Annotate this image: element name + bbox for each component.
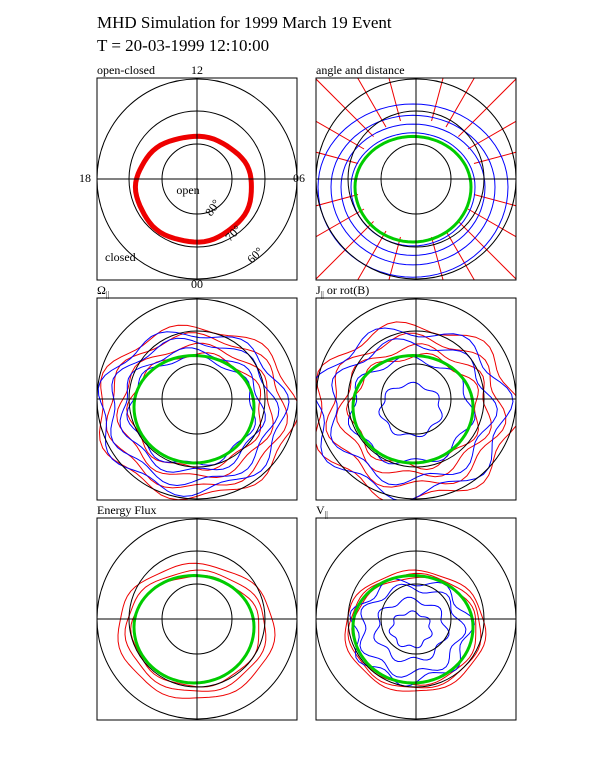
panel-label: V|| xyxy=(316,503,328,519)
contour xyxy=(117,562,276,699)
contour xyxy=(359,583,467,678)
polar-plot xyxy=(97,78,297,280)
latitude-label: 60° xyxy=(244,244,266,266)
label-main: V xyxy=(316,503,325,517)
contour xyxy=(316,327,514,500)
label-sub: || xyxy=(325,510,328,519)
mlt-label: 18 xyxy=(79,171,91,185)
boundary xyxy=(351,353,475,465)
contour xyxy=(110,337,280,487)
contour xyxy=(119,347,266,473)
radial-line xyxy=(316,194,359,207)
contour xyxy=(98,324,297,500)
label-main: Ω xyxy=(97,283,106,297)
polar-plot xyxy=(316,78,516,280)
panel-label: Energy Flux xyxy=(97,503,156,517)
contour xyxy=(325,332,507,488)
radial-line xyxy=(357,230,387,280)
panel-label: open-closed xyxy=(97,63,155,77)
contour xyxy=(388,610,433,649)
label-sub: || xyxy=(106,290,109,299)
open-closed-boundary xyxy=(132,133,254,245)
radial-line xyxy=(431,78,444,122)
radial-line xyxy=(473,194,516,207)
radial-line xyxy=(467,120,516,150)
radial-line xyxy=(316,120,365,150)
latitude-label: 80° xyxy=(202,197,223,219)
panel-label: Ω|| xyxy=(97,283,109,299)
boundary xyxy=(132,573,256,685)
panel-frame xyxy=(315,517,517,721)
timestamp: T = 20-03-1999 12:10:00 xyxy=(97,36,269,55)
radial-line xyxy=(357,78,387,128)
region-label: closed xyxy=(105,250,136,264)
distance-contour xyxy=(340,123,486,256)
label-rest: or rot(B) xyxy=(324,283,369,297)
radial-line xyxy=(316,221,374,280)
panel-frame xyxy=(96,297,298,501)
radial-line xyxy=(473,151,516,164)
polar-plot xyxy=(316,298,516,500)
radial-line xyxy=(431,236,444,280)
polar-plot xyxy=(316,518,516,720)
radial-line xyxy=(316,78,374,137)
distance-contour xyxy=(350,132,476,247)
radial-line xyxy=(316,151,359,164)
contour xyxy=(105,332,288,489)
radial-line xyxy=(458,221,516,280)
polar-plot xyxy=(97,298,297,500)
plots xyxy=(96,77,517,721)
mlt-label: 06 xyxy=(293,171,305,185)
distance-contour xyxy=(330,114,496,266)
contour xyxy=(348,355,476,465)
panel-frame xyxy=(96,77,298,281)
label-main: J xyxy=(316,283,321,297)
boundary xyxy=(353,134,473,244)
radial-line xyxy=(445,230,475,280)
title: MHD Simulation for 1999 March 19 Event xyxy=(97,13,392,32)
contour xyxy=(373,596,450,663)
polar-plot xyxy=(97,518,297,720)
contour xyxy=(124,569,267,692)
radial-line xyxy=(316,208,365,238)
contour xyxy=(344,569,487,692)
panel-label: angle and distance xyxy=(316,63,405,77)
boundary xyxy=(132,353,256,465)
radial-line xyxy=(467,208,516,238)
radial-line xyxy=(458,78,516,137)
contour xyxy=(378,381,443,438)
contour xyxy=(116,342,274,479)
panel-label: J|| or rot(B) xyxy=(316,283,369,299)
panel-frame xyxy=(315,77,517,281)
boundary xyxy=(351,573,475,685)
contour xyxy=(97,331,290,497)
panel-frame xyxy=(315,297,517,501)
panel-frame xyxy=(96,517,298,721)
mlt-label: 12 xyxy=(191,63,203,77)
radial-line xyxy=(445,78,475,128)
label-sub: || xyxy=(321,290,324,299)
distance-contour xyxy=(317,103,509,278)
region-label: open xyxy=(176,183,199,197)
contour xyxy=(330,338,498,486)
